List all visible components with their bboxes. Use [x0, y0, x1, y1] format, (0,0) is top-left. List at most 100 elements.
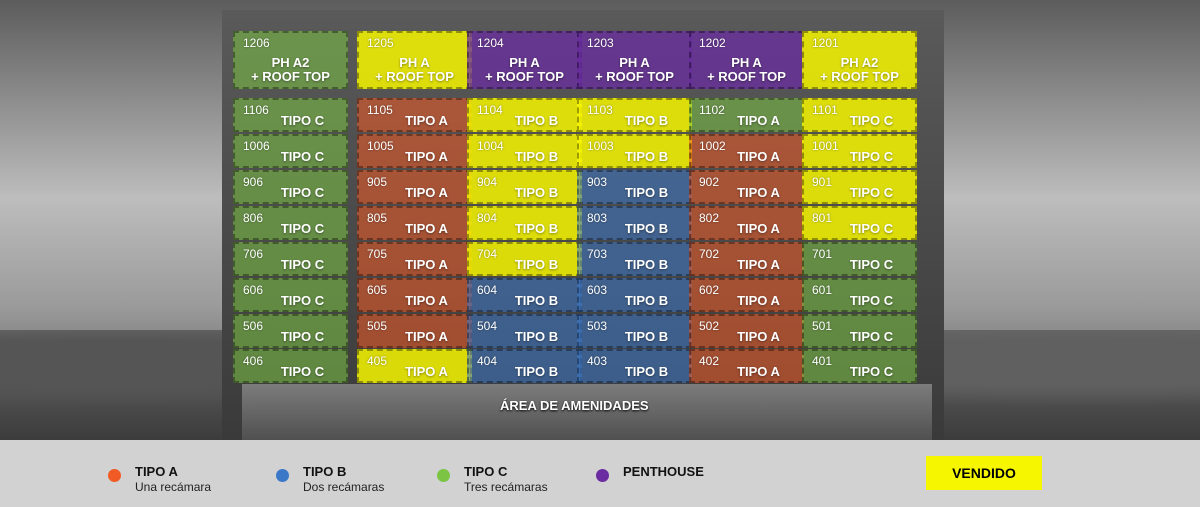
unit-806[interactable]: 806 TIPO C: [233, 206, 348, 240]
unit-type: TIPO B: [624, 329, 669, 344]
unit-number: 1106: [243, 103, 269, 117]
unit-703[interactable]: 703 TIPO B: [577, 242, 692, 276]
unit-type: TIPO C: [849, 293, 894, 308]
unit-type: TIPO A: [405, 329, 448, 344]
unit-801[interactable]: 801 TIPO C: [802, 206, 917, 240]
unit-number: 1004: [477, 139, 504, 153]
unit-605[interactable]: 605 TIPO A: [357, 278, 472, 312]
unit-number: 906: [243, 175, 264, 189]
unit-402[interactable]: 402 TIPO A: [689, 349, 804, 383]
unit-number: 1005: [367, 139, 394, 153]
legend-tipo-a-subtitle: Una recámara: [135, 480, 212, 494]
unit-1102[interactable]: 1102 TIPO A: [689, 98, 804, 132]
unit-802[interactable]: 802 TIPO A: [689, 206, 804, 240]
unit-1002[interactable]: 1002 TIPO A: [689, 134, 804, 168]
unit-type: TIPO C: [849, 221, 894, 236]
unit-1104[interactable]: 1104 TIPO B: [467, 98, 582, 132]
unit-604[interactable]: 604 TIPO B: [467, 278, 582, 312]
unit-903[interactable]: 903 TIPO B: [577, 170, 692, 204]
unit-701[interactable]: 701 TIPO C: [802, 242, 917, 276]
unit-702[interactable]: 702 TIPO A: [689, 242, 804, 276]
unit-number: 805: [367, 211, 388, 225]
unit-706[interactable]: 706 TIPO C: [233, 242, 348, 276]
unit-number: 1003: [587, 139, 614, 153]
unit-606[interactable]: 606 TIPO C: [233, 278, 348, 312]
unit-403[interactable]: 403 TIPO B: [577, 349, 692, 383]
unit-804[interactable]: 804 TIPO B: [467, 206, 582, 240]
unit-1201[interactable]: 1201 PH A2 + ROOF TOP: [802, 31, 917, 89]
unit-905[interactable]: 905 TIPO A: [357, 170, 472, 204]
unit-406[interactable]: 406 TIPO C: [233, 349, 348, 383]
legend-bar: TIPO A Una recámara TIPO B Dos recámaras…: [0, 440, 1200, 507]
unit-number: 405: [367, 354, 388, 368]
unit-505[interactable]: 505 TIPO A: [357, 314, 472, 348]
unit-type: TIPO B: [514, 257, 559, 272]
unit-type: TIPO C: [849, 185, 894, 200]
unit-1105[interactable]: 1105 TIPO A: [357, 98, 472, 132]
unit-number: 506: [243, 319, 264, 333]
unit-1205[interactable]: 1205 PH A + ROOF TOP: [357, 31, 472, 89]
unit-number: 1203: [587, 36, 614, 50]
unit-number: 1205: [367, 36, 394, 50]
unit-number: 703: [587, 247, 608, 261]
unit-602[interactable]: 602 TIPO A: [689, 278, 804, 312]
unit-601[interactable]: 601 TIPO C: [802, 278, 917, 312]
unit-1203[interactable]: 1203 PH A + ROOF TOP: [577, 31, 692, 89]
unit-501[interactable]: 501 TIPO C: [802, 314, 917, 348]
unit-number: 904: [477, 175, 498, 189]
unit-705[interactable]: 705 TIPO A: [357, 242, 472, 276]
unit-904[interactable]: 904 TIPO B: [467, 170, 582, 204]
unit-901[interactable]: 901 TIPO C: [802, 170, 917, 204]
unit-number: 602: [699, 283, 720, 297]
tipo-c-dot-icon: [437, 469, 450, 482]
unit-1006[interactable]: 1006 TIPO C: [233, 134, 348, 168]
unit-type: TIPO B: [624, 364, 669, 379]
unit-number: 903: [587, 175, 608, 189]
unit-1005[interactable]: 1005 TIPO A: [357, 134, 472, 168]
unit-503[interactable]: 503 TIPO B: [577, 314, 692, 348]
unit-number: 1206: [243, 36, 270, 50]
unit-type: TIPO A: [405, 364, 448, 379]
unit-number: 704: [477, 247, 498, 261]
unit-1106[interactable]: 1106 TIPO C: [233, 98, 348, 132]
unit-type: TIPO B: [624, 113, 669, 128]
unit-1103[interactable]: 1103 TIPO B: [577, 98, 692, 132]
unit-1003[interactable]: 1003 TIPO B: [577, 134, 692, 168]
unit-805[interactable]: 805 TIPO A: [357, 206, 472, 240]
unit-number: 701: [812, 247, 833, 261]
unit-number: 403: [587, 354, 608, 368]
unit-type: TIPO C: [280, 364, 325, 379]
unit-1202[interactable]: 1202 PH A + ROOF TOP: [689, 31, 804, 89]
unit-502[interactable]: 502 TIPO A: [689, 314, 804, 348]
amenity-floor: [242, 384, 932, 440]
unit-404[interactable]: 404 TIPO B: [467, 349, 582, 383]
unit-number: 905: [367, 175, 388, 189]
unit-1101[interactable]: 1101 TIPO C: [802, 98, 917, 132]
unit-number: 505: [367, 319, 388, 333]
unit-1206[interactable]: 1206 PH A2 + ROOF TOP: [233, 31, 348, 89]
unit-401[interactable]: 401 TIPO C: [802, 349, 917, 383]
unit-number: 502: [699, 319, 720, 333]
unit-1004[interactable]: 1004 TIPO B: [467, 134, 582, 168]
unit-603[interactable]: 603 TIPO B: [577, 278, 692, 312]
vendido-badge: VENDIDO: [926, 456, 1042, 490]
unit-type: TIPO C: [280, 257, 325, 272]
unit-number: 1006: [243, 139, 270, 153]
unit-1204[interactable]: 1204 PH A + ROOF TOP: [467, 31, 582, 89]
unit-902[interactable]: 902 TIPO A: [689, 170, 804, 204]
unit-type: TIPO B: [514, 221, 559, 236]
unit-704[interactable]: 704 TIPO B: [467, 242, 582, 276]
unit-number: 803: [587, 211, 608, 225]
unit-504[interactable]: 504 TIPO B: [467, 314, 582, 348]
unit-803[interactable]: 803 TIPO B: [577, 206, 692, 240]
unit-number: 1204: [477, 36, 504, 50]
unit-type: TIPO C: [280, 221, 325, 236]
unit-405[interactable]: 405 TIPO A: [357, 349, 472, 383]
unit-type: TIPO A: [737, 221, 780, 236]
unit-type: TIPO C: [280, 113, 325, 128]
unit-1001[interactable]: 1001 TIPO C: [802, 134, 917, 168]
unit-type: TIPO A: [405, 221, 448, 236]
unit-type: TIPO A: [405, 293, 448, 308]
unit-506[interactable]: 506 TIPO C: [233, 314, 348, 348]
unit-906[interactable]: 906 TIPO C: [233, 170, 348, 204]
